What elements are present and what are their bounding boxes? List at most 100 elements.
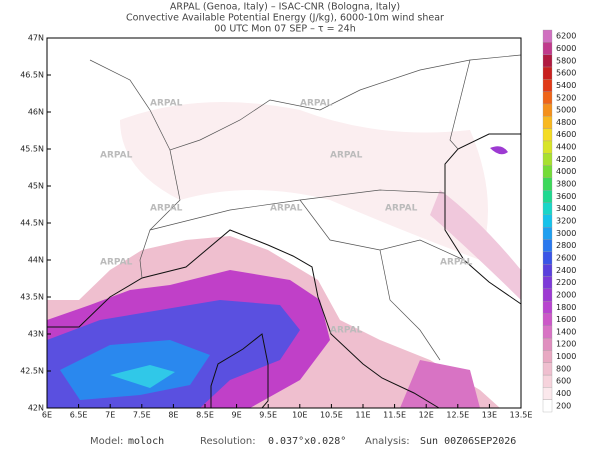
title-line: ARPAL (Genoa, Italy) – ISAC-CNR (Bologna… — [170, 2, 400, 13]
field-cyan — [110, 365, 175, 388]
lon-label: 10.5E — [320, 411, 343, 420]
colorbar-label: 2800 — [556, 241, 576, 250]
colorbar-label: 800 — [556, 364, 571, 373]
lat-labels: 47N 46.5N 46N 45.5N 45N 44.5N 44N 43.5N 43N 42.5N… — [20, 34, 51, 413]
colorbar-label: 4200 — [556, 155, 576, 164]
colorbar-cell — [542, 103, 553, 117]
lat-label: 47N — [28, 34, 44, 43]
colorbar-label: 3600 — [556, 192, 576, 201]
watermark: ARPAL — [440, 258, 473, 268]
colorbar-label: 4600 — [556, 130, 576, 139]
watermark: ARPAL — [100, 258, 133, 268]
lat-label: 44.5N — [20, 219, 44, 228]
colorbar-cell — [542, 29, 553, 43]
colorbar-label: 5000 — [556, 106, 576, 115]
watermark: ARPAL — [300, 99, 333, 109]
lon-labels: 6E 6.5E 7E 7.5E 8E 8.5E 9E 9.5E 10E 10.5E 11E 11.5E… — [42, 404, 533, 420]
colorbar-label: 400 — [556, 389, 571, 398]
lat-label: 45N — [28, 182, 44, 191]
colorbar-label: 2000 — [556, 290, 576, 299]
colorbar-label: 1000 — [556, 352, 576, 361]
lon-label: 10E — [292, 411, 307, 420]
colorbar-cell — [542, 202, 553, 215]
colorbar-cell — [542, 337, 553, 351]
colorbar-label: 5200 — [556, 93, 576, 102]
colorbar-label: 4000 — [556, 167, 576, 176]
colorbar-cell — [542, 42, 553, 55]
colorbar-cell — [542, 227, 553, 240]
colorbar: 200 400 600 800 1000 1200 1400 1600 1800 2000 2200… — [542, 29, 576, 413]
colorbar-cell — [542, 140, 553, 154]
lat-label: 44N — [28, 256, 44, 265]
colorbar-cell — [542, 313, 553, 326]
watermark: ARPAL — [330, 151, 363, 161]
colorbar-label: 3200 — [556, 217, 576, 226]
colorbar-label: 600 — [556, 377, 571, 386]
field-band — [430, 190, 521, 300]
title-line: 00 UTC Mon 07 SEP – τ = 24h — [214, 24, 356, 35]
colorbar-cell — [542, 66, 553, 80]
lat-label: 46.5N — [20, 71, 44, 80]
colorbar-label: 3000 — [556, 229, 576, 238]
colorbar-cell — [542, 325, 553, 339]
lon-label: 7E — [105, 411, 115, 420]
colorbar-label: 3800 — [556, 180, 576, 189]
footer-value: 0.037°x0.028° — [268, 436, 346, 447]
colorbar-label: 2600 — [556, 253, 576, 262]
lat-label: 43.5N — [20, 293, 44, 302]
footer-label: Model: — [90, 436, 123, 447]
map-field — [47, 38, 521, 408]
colorbar-cell — [542, 214, 553, 228]
colorbar-cell — [542, 190, 553, 203]
lat-label: 42N — [28, 404, 44, 413]
watermark: ARPAL — [100, 151, 133, 161]
watermark: ARPAL — [385, 204, 418, 214]
title-line: Convective Available Potential Energy (J… — [126, 13, 444, 24]
lon-label: 11E — [355, 411, 370, 420]
colorbar-label: 1800 — [556, 303, 576, 312]
colorbar-cell — [542, 387, 553, 400]
colorbar-label: 6200 — [556, 32, 576, 41]
colorbar-label: 5400 — [556, 81, 576, 90]
watermarks: ARPAL ARPAL ARPAL ARPAL ARPAL ARPAL ARPA… — [100, 99, 473, 336]
colorbar-cell — [542, 153, 553, 166]
colorbar-label: 5600 — [556, 69, 576, 78]
lon-label: 12E — [419, 411, 434, 420]
lon-label: 11.5E — [383, 411, 406, 420]
colorbar-cell — [542, 399, 553, 413]
lon-label: 13.5E — [510, 411, 533, 420]
watermark: ARPAL — [150, 204, 183, 214]
colorbar-cell — [542, 251, 553, 265]
colorbar-cell — [542, 79, 553, 92]
colorbar-label: 2400 — [556, 266, 576, 275]
lon-label: 12.5E — [446, 411, 469, 420]
watermark: ARPAL — [270, 204, 303, 214]
watermark: ARPAL — [330, 326, 363, 336]
footer-label: Resolution: — [200, 436, 256, 447]
lat-label: 43N — [28, 330, 44, 339]
colorbar-cell — [542, 288, 553, 302]
lat-label: 46N — [28, 108, 44, 117]
field-light — [120, 102, 488, 260]
lon-label: 7.5E — [133, 411, 151, 420]
lon-label: 6.5E — [70, 411, 88, 420]
colorbar-label: 6000 — [556, 44, 576, 53]
colorbar-cell — [542, 128, 553, 142]
lon-label: 9E — [232, 411, 242, 420]
colorbar-label: 1200 — [556, 340, 576, 349]
lat-label: 45.5N — [20, 145, 44, 154]
lon-label: 6E — [42, 411, 52, 420]
footer-value: Sun 00Z06SEP2026 — [420, 436, 516, 447]
colorbar-label: 1600 — [556, 315, 576, 324]
lon-label: 13E — [482, 411, 497, 420]
borders — [89, 54, 522, 361]
colorbar-cell — [542, 116, 553, 129]
field-purple — [400, 360, 480, 408]
colorbar-cell — [542, 276, 553, 289]
lon-label: 8.5E — [196, 411, 214, 420]
colorbar-label: 200 — [556, 401, 571, 410]
colorbar-label: 1400 — [556, 327, 576, 336]
colorbar-cell — [542, 350, 553, 363]
colorbar-label: 4400 — [556, 143, 576, 152]
